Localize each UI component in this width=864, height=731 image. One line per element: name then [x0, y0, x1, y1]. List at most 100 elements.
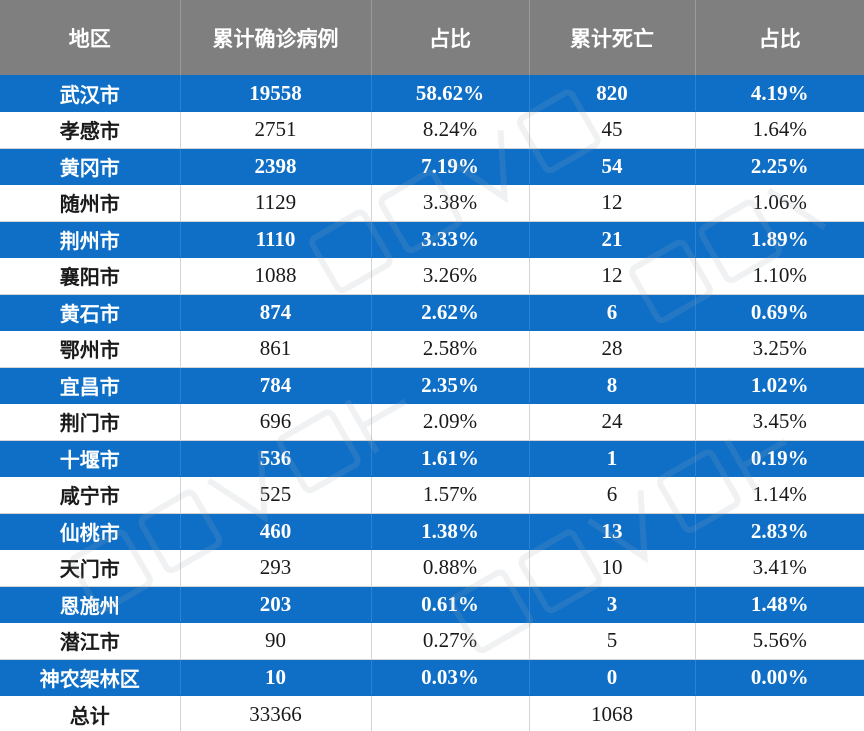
cell-death-share: 1.64% — [694, 111, 864, 149]
table-row: 荆州市 1110 3.33% 21 1.89% — [0, 221, 864, 258]
header-row: 地区 累计确诊病例 占比 累计死亡 占比 — [0, 0, 864, 75]
cell-cases: 90 — [179, 622, 371, 660]
cell-cases: 1129 — [179, 184, 371, 222]
table-row: 武汉市 19558 58.62% 820 4.19% — [0, 75, 864, 112]
table-row: 孝感市 2751 8.24% 45 1.64% — [0, 111, 864, 149]
cell-cases: 696 — [179, 403, 371, 441]
cell-death-share: 3.45% — [694, 403, 864, 441]
cell-region: 武汉市 — [0, 75, 180, 112]
cell-region: 宜昌市 — [0, 367, 180, 404]
cell-deaths: 6 — [528, 476, 695, 514]
cell-deaths: 0 — [528, 659, 695, 696]
cell-region: 襄阳市 — [0, 257, 180, 295]
cell-region: 鄂州市 — [0, 330, 180, 368]
cell-case-share: 3.38% — [370, 184, 529, 222]
cell-deaths: 28 — [528, 330, 695, 368]
cell-death-share: 0.69% — [694, 294, 864, 331]
cell-death-share: 1.48% — [694, 586, 864, 623]
cell-case-share: 2.09% — [370, 403, 529, 441]
cell-case-share: 0.03% — [370, 659, 529, 696]
cell-region: 黄冈市 — [0, 148, 180, 185]
cell-death-share: 1.89% — [694, 221, 864, 258]
cell-case-share: 0.27% — [370, 622, 529, 660]
cell-region: 潜江市 — [0, 622, 180, 660]
cell-case-share: 1.61% — [370, 440, 529, 477]
cell-case-share: 0.88% — [370, 549, 529, 587]
cell-cases: 460 — [179, 513, 371, 550]
cell-deaths: 24 — [528, 403, 695, 441]
cell-death-share: 2.83% — [694, 513, 864, 550]
cell-cases: 203 — [179, 586, 371, 623]
cell-region: 十堰市 — [0, 440, 180, 477]
table-row: 仙桃市 460 1.38% 13 2.83% — [0, 513, 864, 550]
cell-deaths: 12 — [528, 184, 695, 222]
header-death-share: 占比 — [694, 0, 864, 75]
table-row: 黄石市 874 2.62% 6 0.69% — [0, 294, 864, 331]
cell-death-share: 0.00% — [694, 659, 864, 696]
cell-case-share: 2.62% — [370, 294, 529, 331]
table-row: 鄂州市 861 2.58% 28 3.25% — [0, 330, 864, 368]
cell-deaths: 5 — [528, 622, 695, 660]
cell-cases: 10 — [179, 659, 371, 696]
cell-case-share: 1.38% — [370, 513, 529, 550]
cell-cases: 2398 — [179, 148, 371, 185]
cell-case-share: 8.24% — [370, 111, 529, 149]
table-row: 咸宁市 525 1.57% 6 1.14% — [0, 476, 864, 514]
cell-region: 荆门市 — [0, 403, 180, 441]
cell-deaths: 12 — [528, 257, 695, 295]
cell-case-share: 3.26% — [370, 257, 529, 295]
table-row: 恩施州 203 0.61% 3 1.48% — [0, 586, 864, 623]
cell-death-share: 4.19% — [694, 75, 864, 112]
table-row: 襄阳市 1088 3.26% 12 1.10% — [0, 257, 864, 295]
total-cell-death-share — [694, 695, 864, 731]
table-row: 潜江市 90 0.27% 5 5.56% — [0, 622, 864, 660]
cell-cases: 536 — [179, 440, 371, 477]
cell-region: 天门市 — [0, 549, 180, 587]
cell-deaths: 1 — [528, 440, 695, 477]
table-header: 地区 累计确诊病例 占比 累计死亡 占比 — [0, 0, 864, 75]
cell-case-share: 1.57% — [370, 476, 529, 514]
cell-deaths: 45 — [528, 111, 695, 149]
cell-region: 孝感市 — [0, 111, 180, 149]
cell-cases: 2751 — [179, 111, 371, 149]
cell-cases: 874 — [179, 294, 371, 331]
cell-death-share: 0.19% — [694, 440, 864, 477]
header-region: 地区 — [68, 26, 111, 51]
total-cell-region: 总计 — [69, 703, 110, 728]
total-row: 总计 33366 1068 — [0, 695, 864, 731]
cell-case-share: 7.19% — [370, 148, 529, 185]
table-row: 随州市 1129 3.38% 12 1.06% — [0, 184, 864, 222]
cell-cases: 784 — [179, 367, 371, 404]
cell-case-share: 2.58% — [370, 330, 529, 368]
cell-deaths: 10 — [528, 549, 695, 587]
table-row: 宜昌市 784 2.35% 8 1.02% — [0, 367, 864, 404]
cell-cases: 525 — [179, 476, 371, 514]
total-cell-cases: 33366 — [179, 695, 371, 731]
cell-region: 荆州市 — [0, 221, 180, 258]
table-body: 武汉市 19558 58.62% 820 4.19% 孝感市 2751 8.24% 45 1.64… — [0, 75, 864, 731]
cell-cases: 1110 — [179, 221, 371, 258]
table-row: 荆门市 696 2.09% 24 3.45% — [0, 403, 864, 441]
cell-cases: 1088 — [179, 257, 371, 295]
cell-case-share: 2.35% — [370, 367, 529, 404]
cell-region: 随州市 — [0, 184, 180, 222]
cell-death-share: 1.10% — [694, 257, 864, 295]
total-cell-deaths: 1068 — [528, 695, 695, 731]
header-deaths: 累计死亡 — [528, 0, 695, 75]
cell-death-share: 3.41% — [694, 549, 864, 587]
cell-deaths: 6 — [528, 294, 695, 331]
cell-deaths: 21 — [528, 221, 695, 258]
cell-case-share: 58.62% — [370, 75, 529, 112]
header-cases: 累计确诊病例 — [179, 0, 371, 75]
cell-cases: 861 — [179, 330, 371, 368]
table-row: 神农架林区 10 0.03% 0 0.00% — [0, 659, 864, 696]
cell-cases: 293 — [179, 549, 371, 587]
table-row: 十堰市 536 1.61% 1 0.19% — [0, 440, 864, 477]
table-row: 天门市 293 0.88% 10 3.41% — [0, 549, 864, 587]
cell-death-share: 1.02% — [694, 367, 864, 404]
table-row: 黄冈市 2398 7.19% 54 2.25% — [0, 148, 864, 185]
cell-deaths: 8 — [528, 367, 695, 404]
cell-deaths: 820 — [528, 75, 695, 112]
